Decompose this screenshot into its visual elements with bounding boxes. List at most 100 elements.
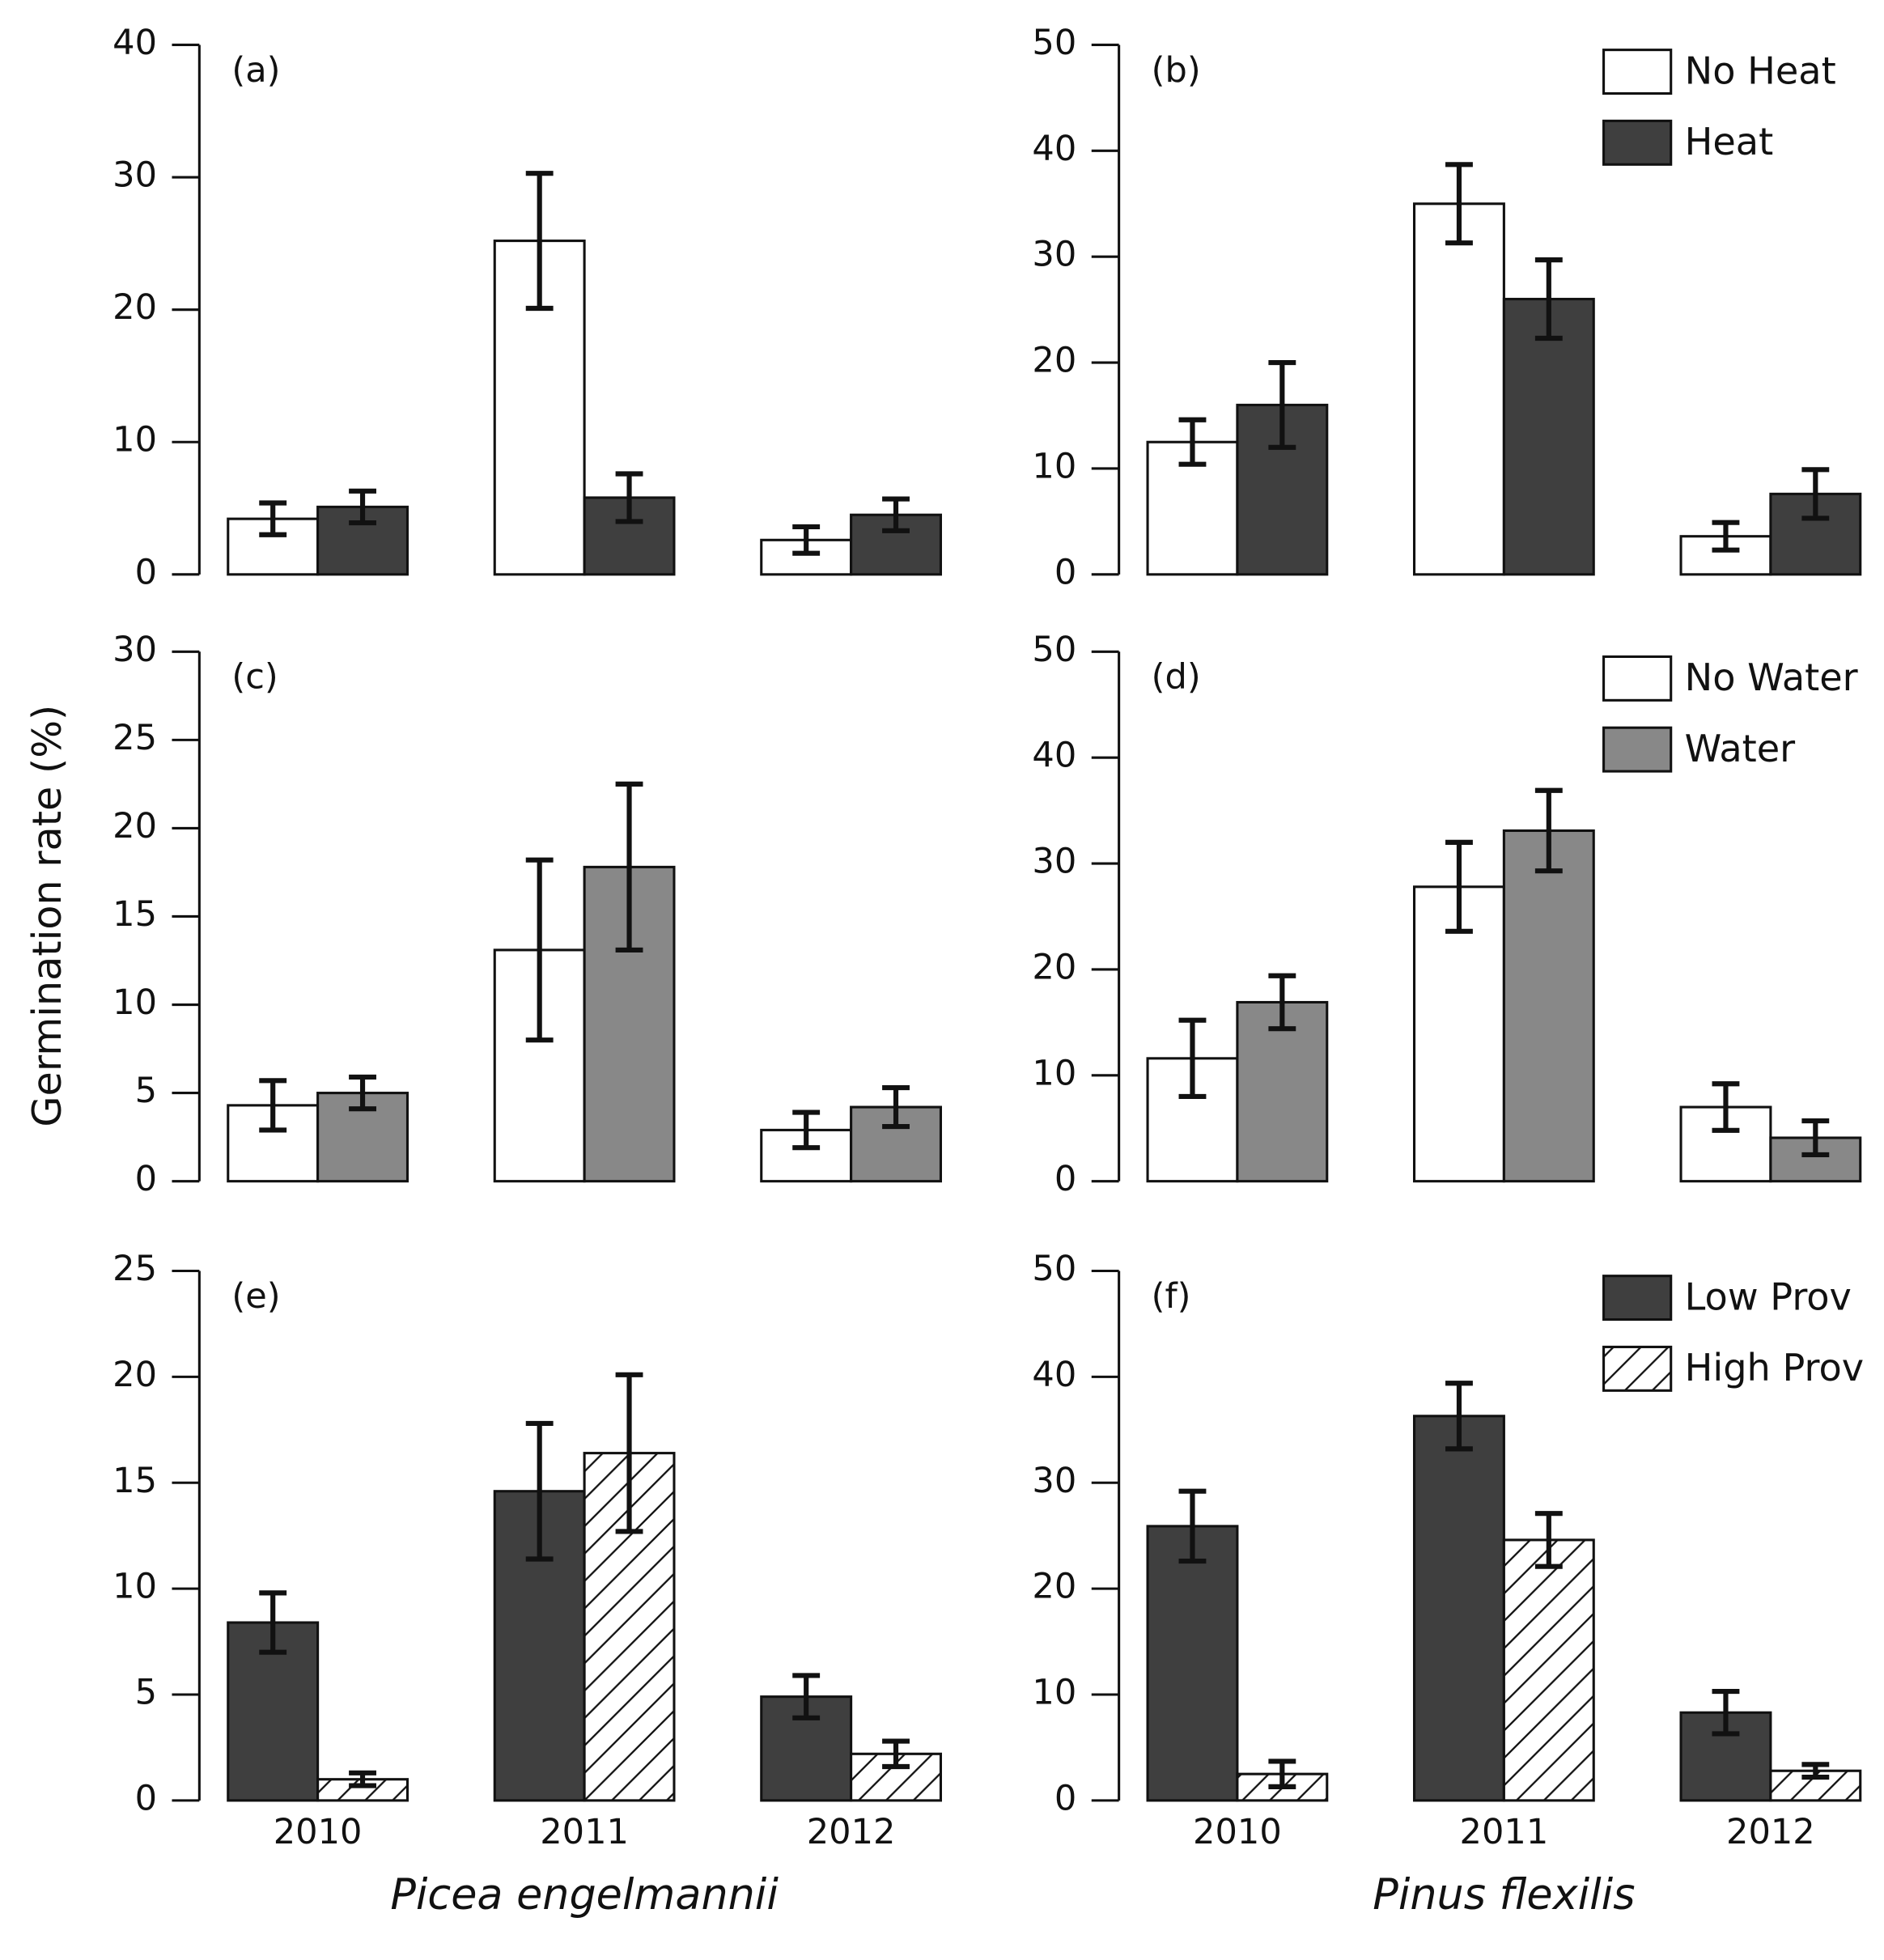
- x-tick-label: 2012: [1726, 1812, 1815, 1852]
- error-bar: [1268, 360, 1296, 450]
- y-tick-label: 20: [112, 287, 157, 328]
- y-tick-label: 40: [1032, 129, 1076, 169]
- x-axis-label: Pinus flexilis: [1373, 1870, 1635, 1920]
- y-tick-label: 30: [1032, 1461, 1076, 1501]
- y-tick-label: 20: [112, 806, 157, 846]
- y-tick-label: 50: [1032, 1249, 1076, 1289]
- error-bar: [882, 496, 910, 533]
- error-bar: [1268, 973, 1296, 1032]
- legend-label: Water: [1685, 727, 1796, 770]
- legend-label: Heat: [1685, 120, 1774, 163]
- error-bar: [349, 488, 376, 526]
- y-tick-label: 10: [1032, 446, 1076, 486]
- panel-label: (a): [231, 50, 280, 91]
- y-tick-label: 40: [112, 23, 157, 63]
- error-bar: [1801, 1762, 1830, 1780]
- error-bar: [792, 1673, 821, 1720]
- error-bar: [1534, 1511, 1563, 1569]
- bar: [1236, 1000, 1329, 1183]
- y-tick-label: 50: [1032, 630, 1076, 670]
- legend-swatch: [1602, 655, 1673, 702]
- y-tick-label: 20: [1032, 1567, 1076, 1607]
- y-tick-label: 15: [112, 894, 157, 935]
- error-bar: [349, 1074, 376, 1112]
- error-bar: [1801, 1118, 1830, 1158]
- y-tick-label: 40: [1032, 1355, 1076, 1395]
- error-bar: [525, 857, 554, 1043]
- legend-label: No Water: [1685, 655, 1858, 699]
- error-bar: [615, 471, 643, 524]
- y-tick-label: 10: [112, 982, 157, 1023]
- error-bar: [1445, 162, 1473, 246]
- error-bar: [259, 1590, 287, 1655]
- error-bar: [1178, 1017, 1207, 1100]
- y-tick-label: 20: [1032, 947, 1076, 987]
- legend-swatch: [1602, 1275, 1673, 1322]
- bar: [1413, 1415, 1505, 1802]
- legend-label: High Prov: [1685, 1346, 1864, 1389]
- y-tick-label: 50: [1032, 23, 1076, 63]
- bar: [1502, 829, 1595, 1183]
- error-bar: [1534, 257, 1563, 342]
- error-bar: [882, 1084, 910, 1130]
- error-bar: [792, 524, 821, 556]
- bar: [583, 1452, 676, 1802]
- error-bar: [1445, 1381, 1473, 1452]
- error-bar: [1268, 1758, 1296, 1789]
- legend-swatch: [1602, 726, 1673, 773]
- y-tick-label: 40: [1032, 736, 1076, 776]
- error-bar: [1712, 520, 1740, 553]
- y-tick-label: 0: [1054, 1778, 1076, 1818]
- y-tick-label: 30: [1032, 235, 1076, 275]
- error-bar: [1178, 417, 1207, 467]
- legend-label: Low Prov: [1685, 1275, 1852, 1318]
- y-tick-label: 5: [135, 1071, 157, 1111]
- error-bar: [1712, 1689, 1740, 1737]
- bar: [1146, 1525, 1239, 1802]
- y-tick-label: 10: [112, 1567, 157, 1607]
- panel-label: (e): [231, 1276, 280, 1317]
- x-tick-label: 2011: [1460, 1812, 1549, 1852]
- error-bar: [1445, 839, 1473, 934]
- y-tick-label: 10: [112, 420, 157, 460]
- error-bar: [259, 500, 287, 537]
- error-bar: [1534, 787, 1563, 874]
- y-axis-label: Germination rate (%): [23, 705, 70, 1127]
- x-tick-label: 2011: [540, 1812, 629, 1852]
- panel-label: (c): [231, 657, 278, 698]
- y-tick-label: 20: [112, 1355, 157, 1395]
- bar: [1502, 298, 1595, 576]
- y-tick-label: 10: [1032, 1673, 1076, 1713]
- panel-label: (d): [1152, 657, 1201, 698]
- legend-swatch: [1602, 49, 1673, 95]
- error-bar: [615, 1372, 643, 1534]
- error-bar: [1178, 1488, 1207, 1564]
- x-tick-label: 2012: [807, 1812, 896, 1852]
- error-bar: [525, 1420, 554, 1562]
- y-tick-label: 25: [112, 1249, 157, 1289]
- y-tick-label: 5: [135, 1673, 157, 1713]
- y-tick-label: 0: [1054, 1159, 1076, 1199]
- y-tick-label: 0: [135, 552, 157, 592]
- error-bar: [1801, 467, 1830, 521]
- error-bar: [615, 781, 643, 952]
- legend-swatch: [1602, 119, 1673, 166]
- x-tick-label: 2010: [1193, 1812, 1282, 1852]
- y-tick-label: 30: [112, 630, 157, 670]
- y-tick-label: 10: [1032, 1053, 1076, 1093]
- y-tick-label: 30: [112, 155, 157, 196]
- y-tick-label: 25: [112, 718, 157, 758]
- error-bar: [259, 1078, 287, 1133]
- legend-label: No Heat: [1685, 49, 1836, 92]
- bar: [1502, 1538, 1595, 1802]
- y-tick-label: 0: [135, 1778, 157, 1818]
- legend-swatch: [1602, 1345, 1673, 1392]
- error-bar: [1712, 1081, 1740, 1133]
- panel-label: (f): [1152, 1276, 1191, 1317]
- y-tick-label: 0: [135, 1159, 157, 1199]
- error-bar: [349, 1770, 376, 1788]
- y-tick-label: 20: [1032, 341, 1076, 381]
- bar: [1413, 202, 1505, 576]
- x-axis-label: Picea engelmannii: [390, 1870, 779, 1920]
